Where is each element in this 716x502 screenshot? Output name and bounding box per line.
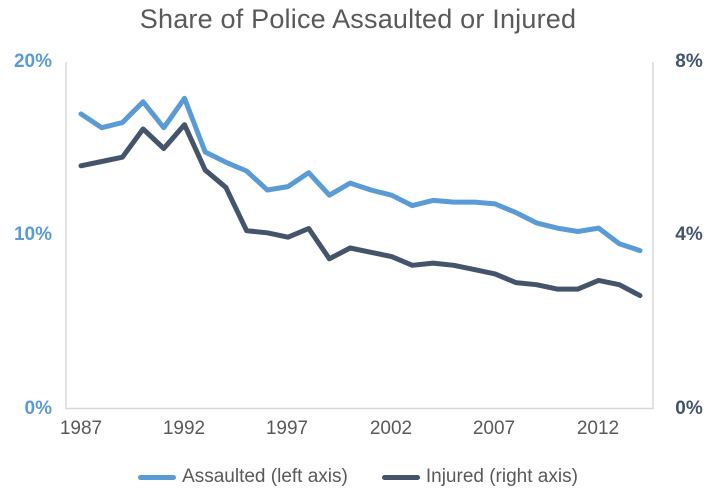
x-axis-tick-1987: 1987 xyxy=(59,418,103,439)
x-axis-tick-2002: 2002 xyxy=(369,418,413,439)
right-axis-tick-4: 4% xyxy=(675,224,703,245)
x-axis-tick-1992: 1992 xyxy=(162,418,206,439)
right-axis-tick-0: 0% xyxy=(675,398,703,419)
x-axis-tick-2012: 2012 xyxy=(576,418,620,439)
chart-title: Share of Police Assaulted or Injured xyxy=(139,4,577,34)
legend: Assaulted (left axis) Injured (right axi… xyxy=(0,466,716,488)
x-axis-tick-2007: 2007 xyxy=(472,418,516,439)
left-axis-tick-0: 0% xyxy=(24,398,52,419)
axis-frame xyxy=(65,62,654,410)
right-axis-tick-8: 8% xyxy=(675,51,703,72)
left-axis-tick-10: 10% xyxy=(13,224,52,245)
assaulted-line xyxy=(78,95,643,254)
legend-item-injured: Injured (right axis) xyxy=(381,466,578,488)
assaulted-legend-swatch xyxy=(138,474,177,480)
assaulted-legend-label: Assaulted (left axis) xyxy=(182,466,348,487)
x-axis-tick-1997: 1997 xyxy=(265,418,309,439)
injured-legend-label: Injured (right axis) xyxy=(425,466,578,487)
injured-legend-swatch xyxy=(381,474,420,480)
legend-item-assaulted: Assaulted (left axis) xyxy=(138,466,348,488)
left-axis-tick-20: 20% xyxy=(13,51,52,72)
injured-line xyxy=(78,122,643,299)
